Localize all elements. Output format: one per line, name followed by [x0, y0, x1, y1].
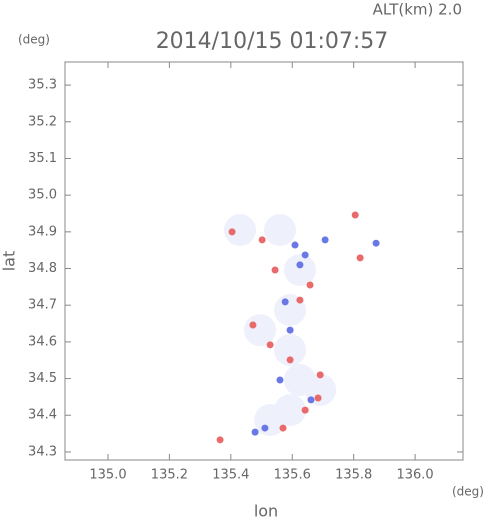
annotation: ALT(km) 2.0	[373, 1, 462, 19]
data-point	[316, 371, 324, 379]
x-tick-label: 135.4	[212, 468, 249, 483]
x-unit: (deg)	[452, 485, 484, 499]
data-point	[271, 266, 279, 274]
data-point	[276, 376, 284, 384]
data-point	[228, 228, 236, 236]
data-point	[274, 333, 307, 366]
x-tick-label: 135.2	[151, 468, 188, 483]
data-point	[301, 251, 309, 259]
y-tick-label: 35.0	[28, 188, 57, 203]
data-point	[281, 298, 289, 306]
data-point	[216, 436, 224, 444]
data-point	[283, 253, 316, 286]
data-point	[261, 424, 269, 432]
data-point	[356, 254, 364, 262]
y-tick-label: 34.4	[28, 408, 57, 423]
y-tick-label: 34.7	[28, 298, 57, 313]
y-tick-label: 34.3	[28, 444, 57, 459]
y-tick-label: 34.6	[28, 334, 57, 349]
data-point	[254, 404, 287, 437]
y-tick-label: 35.2	[28, 114, 57, 129]
x-tick-label: 135.8	[335, 468, 372, 483]
data-point	[301, 406, 309, 414]
y-tick-label: 34.9	[28, 224, 57, 239]
x-tick-label: 135.0	[89, 468, 126, 483]
data-point	[291, 241, 299, 249]
data-point	[296, 261, 304, 269]
y-unit: (deg)	[18, 33, 50, 47]
y-tick-label: 35.3	[28, 78, 57, 93]
y-tick-label: 34.5	[28, 371, 57, 386]
x-tick-label: 135.6	[274, 468, 311, 483]
x-axis-label: lon	[254, 502, 278, 521]
y-tick-label: 34.8	[28, 261, 57, 276]
data-point	[286, 356, 294, 364]
data-point	[244, 314, 277, 347]
data-point	[351, 211, 359, 219]
y-tick-label: 35.1	[28, 151, 57, 166]
y-axis-label: lat	[0, 251, 19, 272]
data-point	[263, 214, 296, 247]
data-point	[321, 236, 329, 244]
data-point	[266, 341, 274, 349]
x-tick-label: 136.0	[396, 468, 433, 483]
plot-frame	[64, 61, 464, 461]
data-point	[251, 428, 259, 436]
data-point	[249, 321, 257, 329]
chart-title: 2014/10/15 01:07:57	[156, 29, 389, 54]
data-point	[296, 296, 304, 304]
data-point	[372, 239, 380, 247]
data-point	[279, 424, 287, 432]
data-point	[314, 394, 322, 402]
data-point	[307, 396, 315, 404]
data-point	[258, 236, 266, 244]
data-point	[224, 214, 257, 247]
data-point	[306, 281, 314, 289]
data-point	[286, 326, 294, 334]
